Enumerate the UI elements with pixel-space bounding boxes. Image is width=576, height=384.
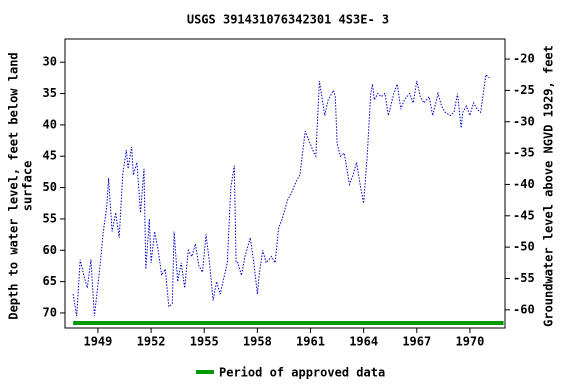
y2-tick-label: -50 bbox=[513, 240, 535, 254]
data-line bbox=[72, 73, 490, 317]
y2-tick-label: -25 bbox=[513, 83, 535, 97]
x-tick-label: 1949 bbox=[83, 335, 112, 349]
x-tick-label: 1964 bbox=[349, 335, 378, 349]
y2-tick-label: -20 bbox=[513, 52, 535, 66]
x-tick-label: 1967 bbox=[402, 335, 431, 349]
plot-frame bbox=[64, 38, 506, 329]
y-tick-label: 45 bbox=[43, 149, 57, 163]
y-tick-label: 65 bbox=[43, 274, 57, 288]
x-tick-label: 1970 bbox=[455, 335, 484, 349]
y-tick-label: 55 bbox=[43, 211, 57, 225]
y2-tick-label: -55 bbox=[513, 271, 535, 285]
chart-title: USGS 391431076342301 4S3E- 3 bbox=[187, 13, 389, 27]
y-tick-label: 40 bbox=[43, 117, 57, 131]
y2-tick-label: -45 bbox=[513, 208, 535, 222]
y-tick-label: 70 bbox=[43, 305, 57, 319]
y-tick-label: 30 bbox=[43, 55, 57, 69]
x-tick-label: 1958 bbox=[243, 335, 272, 349]
y2-axis-label: Groundwater level above NGVD 1929, feet bbox=[542, 45, 556, 327]
y-tick-label: 60 bbox=[43, 243, 57, 257]
y2-tick-label: -60 bbox=[513, 302, 535, 316]
y2-tick-label: -30 bbox=[513, 114, 535, 128]
y2-tick-label: -35 bbox=[513, 146, 535, 160]
y-tick-label: 35 bbox=[43, 86, 57, 100]
x-tick-label: 1952 bbox=[137, 335, 166, 349]
x-tick-label: 1955 bbox=[190, 335, 219, 349]
y-tick-label: 50 bbox=[43, 180, 57, 194]
y-axis-label: surface bbox=[21, 161, 35, 212]
x-tick-label: 1961 bbox=[296, 335, 325, 349]
y-axis-label: Depth to water level, feet below land bbox=[7, 52, 21, 319]
legend-label: Period of approved data bbox=[219, 366, 385, 380]
y2-tick-label: -40 bbox=[513, 177, 535, 191]
